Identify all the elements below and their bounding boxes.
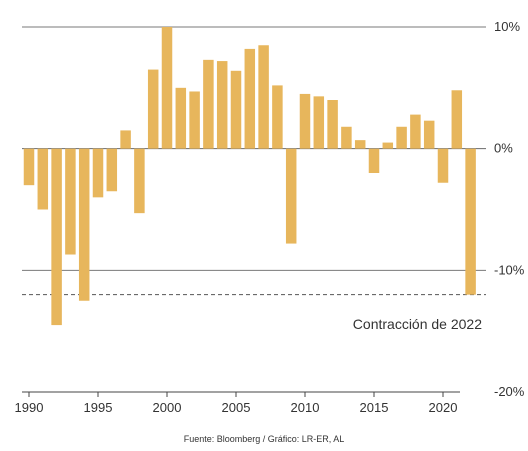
bar-2001 [175, 87, 187, 149]
bar-2004 [216, 61, 228, 149]
x-tick-label-2020: 2020 [429, 400, 458, 415]
bar-2020 [437, 148, 449, 183]
bar-1997 [120, 130, 131, 149]
bar-2022 [465, 148, 476, 295]
bar-2014 [354, 140, 366, 149]
bar-2007 [258, 45, 269, 149]
bar-2003 [203, 59, 214, 149]
y-axis-labels: 10% 0% -10% -20% [494, 19, 525, 399]
bar-1992 [51, 148, 62, 326]
x-axis: 1990 1995 2000 2005 2010 2015 2020 [15, 391, 460, 415]
bar-1998 [134, 148, 145, 214]
bar-2009 [285, 148, 297, 244]
bar-2013 [341, 126, 352, 149]
x-tick-label-1990: 1990 [15, 400, 44, 415]
bar-2017 [396, 126, 407, 149]
x-tick-label-2000: 2000 [153, 400, 182, 415]
source-note: Fuente: Bloomberg / Gráfico: LR-ER, AL [184, 434, 345, 444]
bar-2000 [161, 27, 173, 149]
bar-2008 [272, 85, 283, 149]
bar-1993 [65, 148, 76, 255]
bar-1996 [106, 148, 118, 192]
bar-1990 [23, 148, 35, 186]
y-tick-label-neg10: -10% [494, 262, 525, 277]
bar-2021 [451, 90, 463, 149]
annotation-contraction-2022: Contracción de 2022 [353, 316, 482, 332]
y-tick-label-0: 0% [494, 141, 513, 156]
x-tick-label-2010: 2010 [291, 400, 320, 415]
bar-2002 [189, 91, 200, 149]
x-tick-label-2005: 2005 [222, 400, 251, 415]
bar-1991 [37, 148, 49, 210]
bar-1995 [92, 148, 104, 198]
y-tick-label-neg20: -20% [494, 384, 525, 399]
bar-1999 [147, 69, 159, 149]
bar-2006 [244, 48, 256, 149]
bars [23, 27, 476, 326]
bar-1994 [78, 148, 90, 301]
x-tick-label-2015: 2015 [360, 400, 389, 415]
bar-2012 [327, 100, 338, 149]
bar-2011 [313, 96, 325, 149]
x-tick-label-1995: 1995 [84, 400, 113, 415]
bar-2019 [423, 120, 435, 149]
bar-2016 [382, 142, 394, 149]
gridlines [22, 26, 486, 296]
bar-2010 [299, 93, 311, 149]
bar-2005 [230, 70, 242, 149]
bar-2018 [410, 114, 421, 149]
bar-2015 [368, 148, 380, 173]
y-tick-label-10: 10% [494, 19, 520, 34]
